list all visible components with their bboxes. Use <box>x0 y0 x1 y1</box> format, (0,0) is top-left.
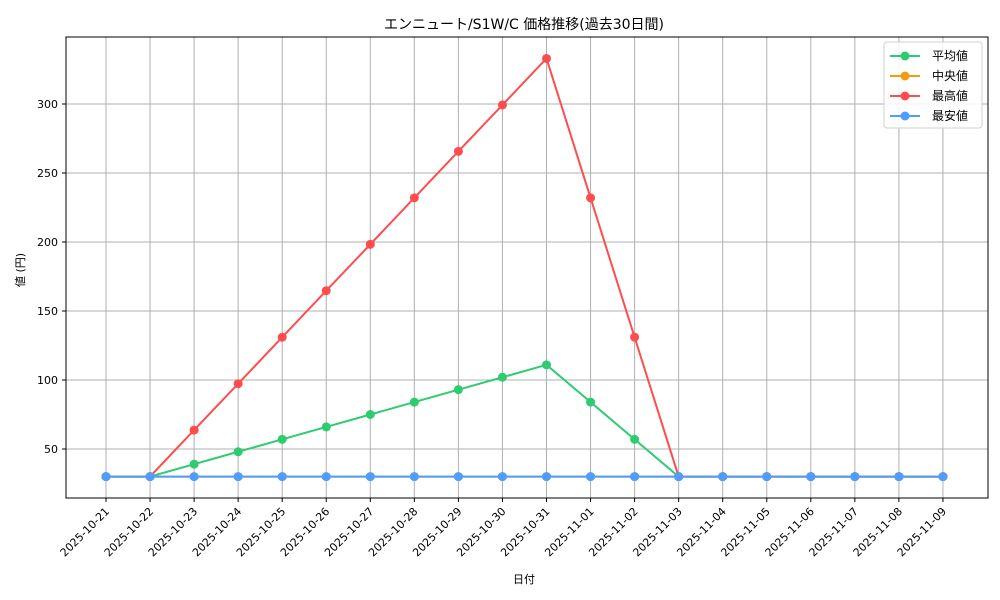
data-point <box>630 472 640 482</box>
y-axis-ticks: 50 100 150 200 250 300 <box>37 98 66 456</box>
data-point <box>321 286 331 296</box>
legend-label: 中央値 <box>932 68 968 83</box>
series-lines <box>101 53 948 482</box>
data-point <box>365 472 375 482</box>
data-point <box>277 332 287 342</box>
grid-lines <box>66 37 988 498</box>
data-point <box>762 472 772 482</box>
data-point <box>938 472 948 482</box>
x-axis-label: 日付 <box>513 573 535 586</box>
data-point <box>542 472 551 482</box>
y-tick-label: 300 <box>37 98 58 111</box>
data-point <box>409 193 419 203</box>
legend-marker <box>900 51 910 61</box>
plot-frame <box>65 36 989 499</box>
data-point <box>365 410 375 419</box>
data-point <box>542 360 551 370</box>
data-point <box>233 379 243 389</box>
data-point <box>233 472 243 482</box>
legend-label: 最安値 <box>932 108 968 123</box>
y-tick-label: 250 <box>37 167 58 180</box>
data-point <box>586 397 596 407</box>
chart-title: エンニュート/S1W/C 価格推移(過去30日間) <box>384 17 664 33</box>
data-point <box>409 397 419 407</box>
data-point <box>497 372 507 382</box>
data-point <box>189 472 199 482</box>
data-point <box>189 425 199 435</box>
y-tick-label: 50 <box>44 443 58 456</box>
data-point <box>497 472 507 482</box>
data-point <box>630 434 640 444</box>
data-point <box>718 472 728 482</box>
data-point <box>277 472 287 482</box>
legend-label: 平均値 <box>932 48 968 63</box>
data-point <box>850 472 860 482</box>
y-axis-label: 値 (円) <box>14 253 27 287</box>
data-point <box>365 239 375 249</box>
data-point <box>497 100 507 110</box>
series-2 <box>101 53 948 482</box>
data-point <box>101 472 111 482</box>
data-point <box>542 53 551 63</box>
data-point <box>189 459 199 469</box>
y-tick-label: 200 <box>37 236 58 249</box>
data-point <box>586 193 596 203</box>
data-point <box>409 472 419 482</box>
legend-marker <box>900 71 910 81</box>
data-point <box>453 146 463 156</box>
data-point <box>586 472 596 482</box>
data-point <box>894 472 904 482</box>
series-3 <box>101 472 948 482</box>
data-point <box>630 332 640 342</box>
data-point <box>277 434 287 444</box>
x-axis-ticks: 2025-10-212025-10-222025-10-232025-10-24… <box>58 498 949 559</box>
data-point <box>806 472 816 482</box>
series-0 <box>101 360 948 482</box>
legend-marker <box>900 111 910 121</box>
data-point <box>145 472 155 482</box>
legend-label: 最高値 <box>932 88 968 103</box>
legend-marker <box>900 91 910 101</box>
y-tick-label: 150 <box>37 305 58 318</box>
data-point <box>674 472 684 482</box>
data-point <box>453 385 463 395</box>
data-point <box>321 422 331 432</box>
y-tick-label: 100 <box>37 374 58 387</box>
data-point <box>233 447 243 457</box>
data-point <box>453 472 463 482</box>
data-point <box>321 472 331 482</box>
